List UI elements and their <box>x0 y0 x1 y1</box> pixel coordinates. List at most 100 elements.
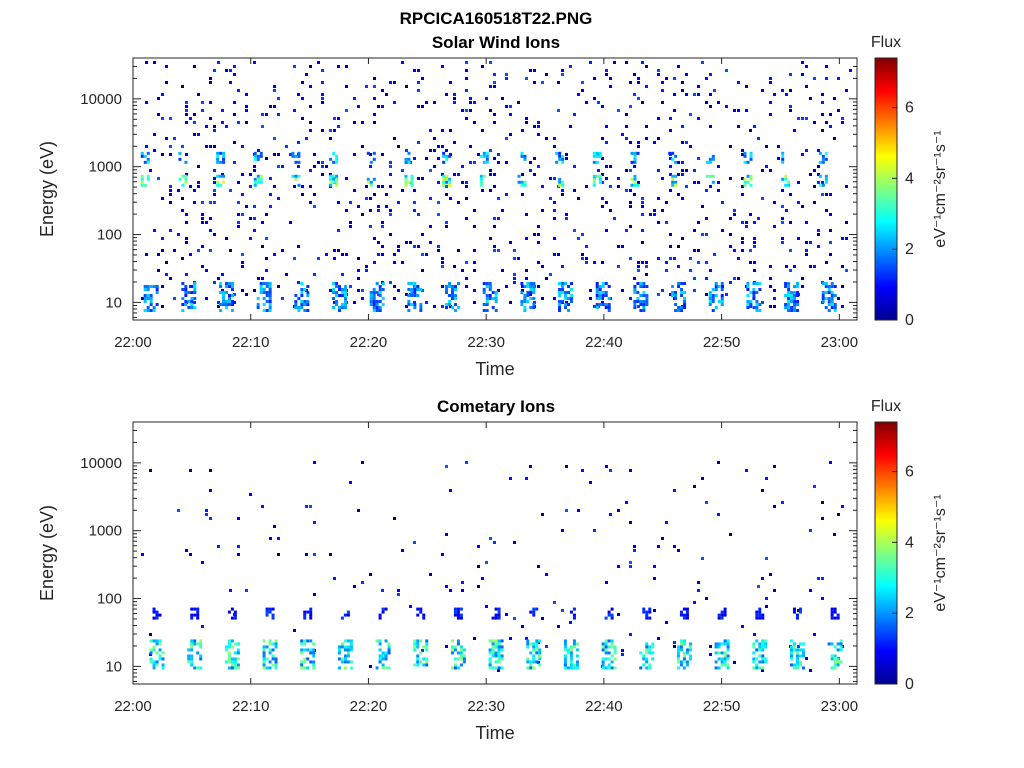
heatmap-cell <box>201 245 204 248</box>
heatmap-cell <box>303 657 307 661</box>
heatmap-cell <box>533 301 536 304</box>
heatmap-cell <box>569 663 573 667</box>
heatmap-cell <box>705 233 708 236</box>
heatmap-cell <box>682 639 686 643</box>
heatmap-cell <box>705 217 708 220</box>
heatmap-cell <box>253 157 257 161</box>
heatmap-cell <box>572 666 576 670</box>
heatmap-cell <box>721 285 724 288</box>
heatmap-cell <box>682 660 686 664</box>
heatmap-cell <box>784 174 788 178</box>
heatmap-cell <box>197 185 200 188</box>
heatmap-cell <box>723 657 727 661</box>
heatmap-cell <box>201 217 204 220</box>
heatmap-cell <box>789 639 793 643</box>
heatmap-cell <box>833 306 837 310</box>
heatmap-cell <box>209 517 212 520</box>
heatmap-cell <box>773 297 776 300</box>
colorbar1-title: Flux <box>871 34 901 51</box>
heatmap-cell <box>491 306 495 310</box>
heatmap-cell <box>645 648 649 652</box>
heatmap-cell <box>332 151 336 155</box>
colorbar-tick-label: 6 <box>905 464 914 481</box>
heatmap-cell <box>570 288 574 292</box>
heatmap-cell <box>181 282 185 286</box>
heatmap-cell <box>561 609 564 612</box>
heatmap-cell <box>332 291 336 295</box>
heatmap-cell <box>665 621 668 624</box>
heatmap-cell <box>523 294 527 298</box>
heatmap-cell <box>581 469 584 472</box>
heatmap-cell <box>693 485 696 488</box>
heatmap-cell <box>595 288 599 292</box>
heatmap-cell <box>497 657 501 661</box>
heatmap-cell <box>413 245 416 248</box>
heatmap-cell <box>526 660 530 664</box>
heatmap-cell <box>555 160 559 164</box>
heatmap-cell <box>633 193 636 196</box>
heatmap-cell <box>193 288 197 292</box>
heatmap-cell <box>526 300 530 304</box>
heatmap-cell <box>645 273 648 276</box>
heatmap-cell <box>369 165 372 168</box>
heatmap-cell <box>146 306 150 310</box>
heatmap-cell <box>145 101 148 104</box>
heatmap-cell <box>633 300 637 304</box>
heatmap-cell <box>259 177 263 181</box>
heatmap-cell <box>341 303 345 307</box>
heatmap-cell <box>233 616 237 620</box>
heatmap-cell <box>149 660 153 664</box>
heatmap-cell <box>784 285 788 289</box>
heatmap-cell <box>465 461 468 464</box>
heatmap-cell <box>294 294 298 298</box>
heatmap-cell <box>196 642 200 646</box>
heatmap-cell <box>201 625 204 628</box>
heatmap-cell <box>830 610 834 614</box>
heatmap-cell <box>413 301 416 304</box>
heatmap-cell <box>389 173 392 176</box>
heatmap-cell <box>505 193 508 196</box>
heatmap-cell <box>605 141 608 144</box>
heatmap-cell <box>533 81 536 84</box>
heatmap-cell <box>404 174 408 178</box>
heatmap-cell <box>790 300 794 304</box>
heatmap-cell <box>697 93 700 96</box>
heatmap-cell <box>306 666 310 670</box>
heatmap-cell <box>567 285 571 289</box>
heatmap-cell <box>253 165 256 168</box>
heatmap-cell <box>217 545 220 548</box>
colorbar-tick-label: 6 <box>905 100 914 117</box>
heatmap-cell <box>595 294 599 298</box>
heatmap-cell <box>262 303 266 307</box>
heatmap-cell <box>337 229 340 232</box>
heatmap-cell <box>697 181 700 184</box>
heatmap-cell <box>209 201 212 204</box>
heatmap-cell <box>830 666 834 670</box>
heatmap-cell <box>681 141 684 144</box>
heatmap-cell <box>633 303 637 307</box>
heatmap-cell <box>755 303 759 307</box>
heatmap-cell <box>497 217 500 220</box>
heatmap-cell <box>393 253 396 256</box>
heatmap-cell <box>697 85 700 88</box>
heatmap-cell <box>818 183 822 187</box>
heatmap-cell <box>441 129 444 132</box>
heatmap-cell <box>353 301 356 304</box>
heatmap-cell <box>787 180 791 184</box>
heatmap-cell <box>717 285 721 289</box>
heatmap-cell <box>303 666 307 670</box>
heatmap-cell <box>149 651 153 655</box>
heatmap-cell <box>312 642 316 646</box>
heatmap-cell <box>830 294 834 298</box>
heatmap-cell <box>421 233 424 236</box>
heatmap-cell <box>488 666 492 670</box>
heatmap-cell <box>749 300 753 304</box>
heatmap-cell <box>146 294 150 298</box>
heatmap-cell <box>564 291 568 295</box>
heatmap-cell <box>669 245 672 248</box>
heatmap-cell <box>488 657 492 661</box>
heatmap-cell <box>746 180 750 184</box>
heatmap-cell <box>413 541 416 544</box>
heatmap-cell <box>405 149 408 152</box>
